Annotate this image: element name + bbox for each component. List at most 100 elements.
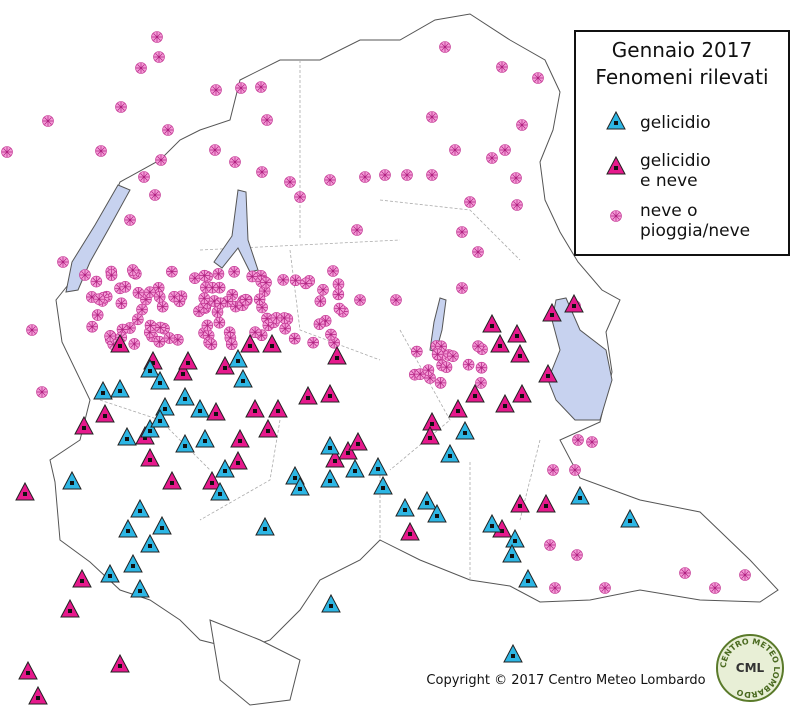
triangle-marker bbox=[110, 653, 130, 673]
star-lines bbox=[295, 192, 305, 202]
marker-dot bbox=[614, 121, 618, 125]
star-lines bbox=[435, 377, 446, 388]
star-lines bbox=[545, 540, 555, 550]
marker-dot bbox=[408, 532, 412, 536]
triangle-marker bbox=[427, 503, 447, 523]
star-lines bbox=[250, 327, 261, 338]
star-lines bbox=[194, 306, 205, 317]
triangle-marker bbox=[255, 516, 275, 536]
star-lines bbox=[105, 331, 116, 342]
star-lines bbox=[166, 266, 177, 277]
marker-dot bbox=[403, 508, 407, 512]
star-lines bbox=[139, 172, 149, 182]
triangle-marker bbox=[518, 568, 538, 588]
triangle-marker bbox=[245, 398, 265, 418]
star-lines bbox=[92, 310, 103, 321]
triangle-marker bbox=[140, 358, 160, 378]
star-lines bbox=[117, 324, 128, 335]
marker-dot bbox=[101, 391, 105, 395]
star-lines bbox=[260, 277, 271, 288]
star-lines bbox=[611, 211, 621, 221]
marker-dot bbox=[428, 436, 432, 440]
triangle-marker bbox=[175, 433, 195, 453]
triangle-marker bbox=[503, 643, 523, 663]
star-lines bbox=[259, 286, 270, 297]
star-lines bbox=[144, 287, 155, 298]
triangle-marker bbox=[268, 398, 288, 418]
marker-dot bbox=[23, 492, 27, 496]
star-lines bbox=[465, 197, 475, 207]
star-lines bbox=[263, 320, 274, 331]
marker-dot bbox=[503, 404, 507, 408]
triangle-marker bbox=[606, 110, 626, 130]
marker-dot bbox=[151, 361, 155, 365]
marker-dot bbox=[183, 397, 187, 401]
star-lines bbox=[213, 268, 224, 279]
star-lines bbox=[680, 568, 690, 578]
star-lines bbox=[215, 298, 226, 309]
star-lines bbox=[710, 583, 720, 593]
star-lines bbox=[129, 338, 140, 349]
region-outline bbox=[209, 619, 301, 706]
star-lines bbox=[740, 570, 750, 580]
star-lines bbox=[136, 63, 146, 73]
star-lines bbox=[91, 276, 102, 287]
triangle-marker bbox=[507, 323, 527, 343]
star-lines bbox=[127, 265, 138, 276]
marker-dot bbox=[333, 459, 337, 463]
star-lines bbox=[240, 294, 251, 305]
marker-dot bbox=[381, 486, 385, 490]
star-lines bbox=[300, 278, 311, 289]
triangle-marker bbox=[502, 543, 522, 563]
triangle-marker bbox=[72, 568, 92, 588]
triangle-marker bbox=[321, 593, 341, 613]
star-lines bbox=[225, 332, 236, 343]
triangle-marker bbox=[150, 370, 170, 390]
triangle-marker bbox=[536, 493, 556, 513]
marker-dot bbox=[270, 344, 274, 348]
star-lines bbox=[169, 291, 180, 302]
triangle-marker bbox=[240, 333, 260, 353]
logo-text: CML bbox=[736, 661, 765, 675]
marker-dot bbox=[276, 409, 280, 413]
star-lines bbox=[325, 329, 336, 340]
star-lines bbox=[256, 330, 267, 341]
triangle-marker bbox=[538, 363, 558, 383]
marker-dot bbox=[214, 412, 218, 416]
marker-dot bbox=[210, 481, 214, 485]
star-lines bbox=[423, 365, 434, 376]
star-lines bbox=[415, 369, 426, 380]
triangle-marker bbox=[206, 401, 226, 421]
star-lines bbox=[457, 227, 467, 237]
marker-dot bbox=[448, 454, 452, 458]
triangle-marker bbox=[110, 333, 130, 353]
star-lines bbox=[411, 346, 422, 357]
star-lines bbox=[116, 298, 127, 309]
triangle-marker bbox=[320, 468, 340, 488]
star-lines bbox=[202, 320, 213, 331]
marker-dot bbox=[183, 444, 187, 448]
star-lines bbox=[230, 157, 240, 167]
triangle-marker bbox=[118, 518, 138, 538]
marker-dot bbox=[628, 519, 632, 523]
triangle-marker bbox=[140, 418, 160, 438]
triangle-marker bbox=[320, 383, 340, 403]
lake bbox=[65, 184, 131, 293]
marker-dot bbox=[306, 396, 310, 400]
marker-dot bbox=[353, 469, 357, 473]
marker-dot bbox=[518, 504, 522, 508]
marker-dot bbox=[473, 394, 477, 398]
star-lines bbox=[600, 583, 610, 593]
triangle-marker bbox=[373, 475, 393, 495]
star-lines bbox=[209, 296, 220, 307]
triangle-marker bbox=[465, 383, 485, 403]
star-lines bbox=[203, 330, 214, 341]
star-lines bbox=[206, 339, 217, 350]
triangle-marker bbox=[542, 302, 562, 322]
marker-dot bbox=[125, 437, 129, 441]
marker-dot bbox=[26, 671, 30, 675]
star-lines bbox=[290, 275, 301, 286]
star-lines bbox=[199, 293, 210, 304]
star-lines bbox=[318, 284, 329, 295]
star-lines bbox=[157, 301, 168, 312]
